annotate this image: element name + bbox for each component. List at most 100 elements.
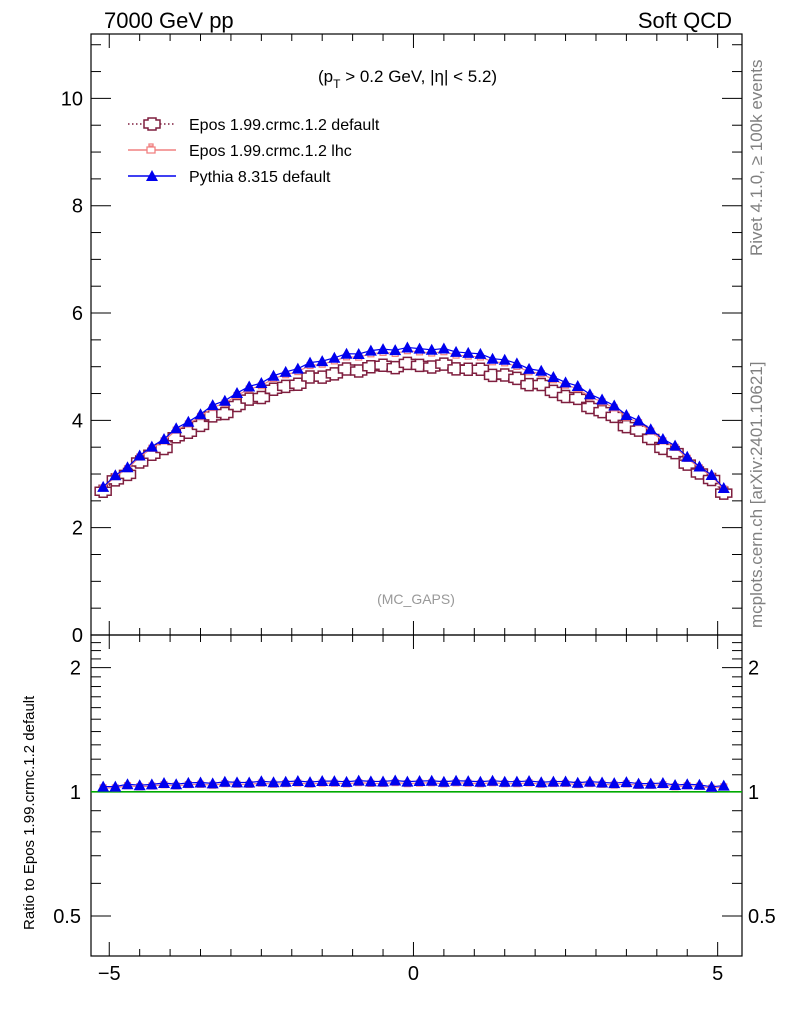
data-point <box>425 774 438 786</box>
data-point <box>279 775 292 787</box>
data-point <box>535 776 548 788</box>
data-point <box>316 355 329 367</box>
data-point <box>693 778 706 790</box>
data-point <box>571 379 584 391</box>
ratio-y-tick-label-left: 2 <box>70 658 81 680</box>
data-point <box>145 778 158 790</box>
data-point <box>717 779 730 791</box>
legend-marker-epos-lhc <box>146 143 156 154</box>
chart-title: (pT > 0.2 GeV, |η| < 5.2) <box>318 67 497 91</box>
data-point <box>571 776 584 788</box>
data-point <box>669 779 682 791</box>
data-point <box>243 380 256 392</box>
data-point <box>535 364 548 376</box>
data-point <box>304 356 317 368</box>
data-point <box>218 775 231 787</box>
main-y-tick-labels: 0 2 4 6 8 10 <box>61 88 83 647</box>
data-point <box>170 778 183 790</box>
data-point <box>279 365 292 377</box>
data-point <box>291 775 304 787</box>
data-point <box>121 778 134 790</box>
data-point <box>474 775 487 787</box>
ratio-y-axis-label: Ratio to Epos 1.99.crmc.1.2 default <box>21 695 38 930</box>
series-line <box>102 350 725 490</box>
data-point <box>510 775 523 787</box>
data-point <box>109 469 122 481</box>
ratio-y-tick-label-right: 1 <box>748 782 759 804</box>
series-line <box>103 781 724 789</box>
data-point <box>364 344 377 356</box>
ratio-y-tick-label-right: 2 <box>748 658 759 680</box>
x-tick-label: −5 <box>98 963 121 985</box>
main-y-tick-label: 10 <box>61 88 83 110</box>
data-point <box>389 344 402 356</box>
data-point <box>352 774 365 786</box>
data-point <box>693 460 706 472</box>
data-point <box>413 342 426 354</box>
data-point <box>462 775 475 787</box>
x-tick-label: 0 <box>408 963 419 985</box>
data-point <box>559 775 572 787</box>
data-point <box>267 369 280 381</box>
data-point <box>547 370 560 382</box>
main-y-tick-label: 4 <box>72 410 83 432</box>
data-point <box>401 775 414 787</box>
data-point <box>413 775 426 787</box>
data-point <box>231 776 244 788</box>
main-y-tick-label: 8 <box>72 196 83 218</box>
main-y-tick-label: 6 <box>72 303 83 325</box>
data-point <box>656 777 669 789</box>
legend-marker-pythia <box>146 170 158 181</box>
data-point <box>194 776 207 788</box>
series-line <box>102 346 725 489</box>
data-point <box>121 461 134 473</box>
data-point <box>450 774 463 786</box>
ratio-plot-frame <box>90 634 743 957</box>
data-point <box>328 351 341 363</box>
data-point <box>656 433 669 445</box>
data-point <box>255 377 268 389</box>
data-point <box>291 362 304 374</box>
data-point <box>218 394 231 406</box>
data-point <box>255 775 268 787</box>
data-point <box>632 414 645 426</box>
ratio-y-tick-label-left: 1 <box>70 782 81 804</box>
data-point <box>97 780 110 792</box>
data-point <box>583 388 596 400</box>
data-point <box>437 342 450 354</box>
data-point <box>705 780 718 792</box>
data-point <box>401 341 414 353</box>
data-point <box>377 343 390 355</box>
data-point <box>206 399 219 411</box>
data-point <box>191 418 210 433</box>
data-point <box>547 775 560 787</box>
data-point <box>620 408 633 420</box>
ratio-series-pythia <box>97 774 730 792</box>
data-point <box>559 376 572 388</box>
data-point <box>681 450 694 462</box>
data-point <box>717 482 730 494</box>
data-point <box>632 777 645 789</box>
data-point <box>316 775 329 787</box>
data-point <box>206 777 219 789</box>
data-point <box>194 408 207 420</box>
data-point <box>486 774 499 786</box>
legend-label-epos-lhc: Epos 1.99.crmc.1.2 lhc <box>189 143 352 160</box>
data-point <box>523 362 536 374</box>
data-point <box>644 777 657 789</box>
x-tick-label: 5 <box>712 963 723 985</box>
data-point <box>133 449 146 461</box>
header-right-title: Soft QCD <box>637 8 732 33</box>
data-point <box>450 345 463 357</box>
data-point <box>340 347 353 359</box>
data-point <box>644 423 657 435</box>
legend: Epos 1.99.crmc.1.2 default Epos 1.99.crm… <box>128 117 380 186</box>
header-left-title: 7000 GeV pp <box>104 8 234 33</box>
series-epos-default <box>94 356 733 500</box>
data-point <box>437 775 450 787</box>
data-point <box>389 774 402 786</box>
ratio-y-tick-label-left: 0.5 <box>53 906 81 928</box>
main-y-tick-label: 2 <box>72 518 83 540</box>
data-point <box>328 775 341 787</box>
